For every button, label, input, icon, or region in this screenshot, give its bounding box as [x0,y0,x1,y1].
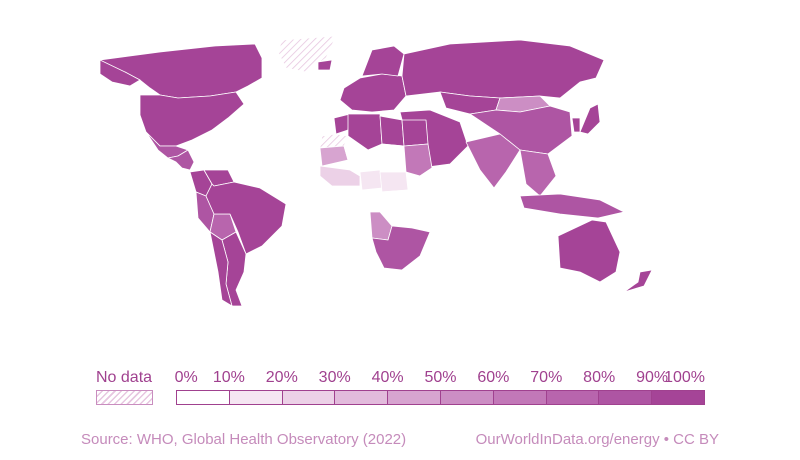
source-note: Source: WHO, Global Health Observatory (… [81,431,407,448]
country-greenland[interactable] [277,35,337,73]
legend-tick-label: 30% [318,369,351,386]
country-egypt[interactable] [401,119,429,147]
legend-color-scale[interactable] [176,390,705,405]
legend-tick-label: 100% [664,369,705,386]
country-algeria[interactable] [347,113,383,151]
legend-tick-label: 40% [371,369,404,386]
legend-tick-label: 0% [174,369,198,386]
country-mali[interactable] [343,145,371,171]
legend-bin[interactable] [229,391,283,404]
country-southern-africa[interactable] [371,225,431,271]
country-korea[interactable] [571,117,581,133]
country-canada[interactable] [99,43,263,99]
country-mauritania[interactable] [319,145,349,167]
country-japan[interactable] [579,103,601,135]
legend-bin[interactable] [493,391,547,404]
country-scandinavia[interactable] [361,45,405,77]
legend-tick-label: 90% [636,369,669,386]
legend-tick-label: 60% [477,369,510,386]
country-united-states[interactable] [139,91,245,147]
country-iceland[interactable] [317,59,333,71]
legend-no-data-label: No data [96,369,153,386]
legend-tick-label: 80% [583,369,616,386]
credit-link[interactable]: OurWorldInData.org/energy • CC BY [475,431,719,448]
legend-bin[interactable] [177,391,230,404]
legend-tick-label: 10% [212,369,245,386]
country-southeast-asia[interactable] [519,149,557,197]
legend-tick-label: 50% [424,369,457,386]
country-central-america[interactable] [167,149,195,171]
country-madagascar[interactable] [435,227,447,259]
country-ethiopia[interactable] [419,167,447,193]
country-nigeria[interactable] [359,169,383,191]
country-niger[interactable] [367,149,393,169]
country-dr-congo[interactable] [379,189,413,227]
legend-bin[interactable] [599,391,653,404]
country-indonesia[interactable] [519,193,625,219]
country-new-zealand[interactable] [623,269,653,293]
legend-bin[interactable] [282,391,336,404]
country-alaska[interactable] [99,59,141,87]
legend-tick-label: 20% [265,369,298,386]
country-russia[interactable] [401,39,605,99]
legend-bin[interactable] [546,391,600,404]
world-map [99,35,653,307]
country-australia[interactable] [557,219,621,283]
legend-bin[interactable] [388,391,441,404]
country-west-africa[interactable] [319,165,361,187]
country-western-sahara[interactable] [319,133,349,149]
country-india[interactable] [465,133,521,189]
legend-bin[interactable] [652,391,704,404]
country-libya[interactable] [379,115,405,147]
legend-no-data-swatch[interactable] [96,390,153,405]
legend-bin[interactable] [335,391,389,404]
country-chile[interactable] [209,231,233,307]
legend-bin[interactable] [440,391,494,404]
country-europe[interactable] [339,73,407,113]
legend-tick-label: 70% [530,369,563,386]
country-central-africa[interactable] [379,171,409,193]
country-east-africa[interactable] [407,189,443,233]
